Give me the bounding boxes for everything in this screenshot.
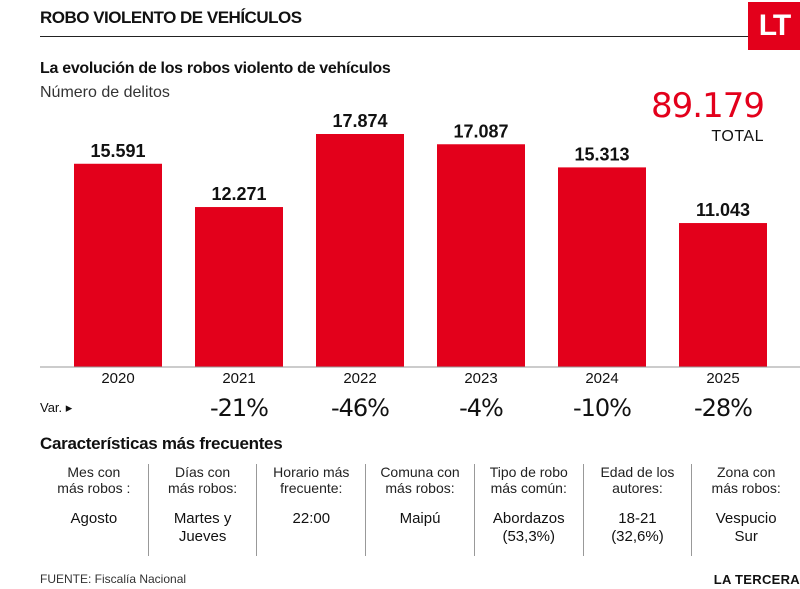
data-label-2025: 11.043 (696, 200, 750, 220)
stat-label: Horario más frecuente: (273, 464, 350, 496)
stat-item: Edad de los autores: 18-21 (32,6%) (582, 464, 692, 556)
x-tick-2022: 2022 (343, 370, 376, 387)
stat-value: 18-21 (32,6%) (611, 510, 664, 545)
variation-2021: -21% (210, 394, 268, 422)
stat-item: Mes con más robos : Agosto (40, 464, 148, 556)
stat-item: Horario más frecuente: 22:00 (256, 464, 365, 556)
bar-2020 (74, 163, 162, 367)
bar-chart: 15.591 2020 12.271 2021 -21% 17.874 2022 -46% 17… (40, 111, 800, 422)
total-value: 89.179 (651, 86, 765, 126)
variation-2024: -10% (573, 394, 631, 422)
x-tick-2024: 2024 (585, 370, 618, 387)
footer-brand: LA TERCERA (713, 572, 800, 587)
x-tick-2025: 2025 (706, 370, 739, 387)
stat-value: Abordazos (53,3%) (492, 510, 565, 545)
stat-value: 22:00 (292, 510, 331, 527)
chart-subtitle: La evolución de los robos violento de ve… (40, 60, 391, 77)
footer-source: FUENTE: Fiscalía Nacional (40, 572, 187, 586)
data-label-2022: 17.874 (332, 111, 387, 131)
stat-value: Vespucio Sur (715, 510, 777, 545)
x-tick-2020: 2020 (101, 370, 134, 387)
stat-label: Tipo de robo más común: (489, 464, 568, 496)
characteristics-title: Características más frecuentes (40, 434, 283, 453)
stat-item: Comuna con más robos: Maipú (365, 464, 474, 556)
variation-2025: -28% (694, 394, 752, 422)
stat-label: Mes con más robos : (57, 464, 131, 496)
data-label-2021: 12.271 (211, 184, 266, 204)
header-divider (40, 36, 752, 37)
header-title: ROBO VIOLENTO DE VEHÍCULOS (40, 8, 302, 27)
x-tick-2021: 2021 (222, 370, 255, 387)
stat-label: Edad de los autores: (600, 464, 675, 496)
bar-2022 (316, 134, 404, 367)
stat-item: Tipo de robo más común: Abordazos (53,3%) (473, 464, 583, 556)
stat-value: Agosto (70, 510, 118, 527)
variation-2023: -4% (459, 394, 503, 422)
la-tercera-logo: LT (748, 2, 800, 50)
bar-2023 (437, 144, 525, 367)
stat-item: Días con más robos: Martes y Jueves (147, 464, 257, 556)
stat-label: Comuna con más robos: (380, 464, 460, 496)
stat-value: Martes y Jueves (173, 510, 232, 545)
stat-item: Zona con más robos: Vespucio Sur (691, 464, 800, 556)
bar-2024 (558, 167, 646, 367)
stat-value: Maipú (399, 510, 441, 527)
data-label-2023: 17.087 (453, 121, 508, 141)
stat-label: Zona con más robos: (711, 464, 781, 496)
variation-2022: -46% (331, 394, 389, 422)
total-label: TOTAL (711, 128, 764, 145)
x-tick-2023: 2023 (464, 370, 497, 387)
unit-label: Número de delitos (40, 84, 170, 101)
variation-label: Var. ▸ (40, 400, 73, 415)
stat-label: Días con más robos: (167, 464, 238, 496)
characteristics-panel: Mes con más robos : Agosto Días con más ro… (40, 464, 800, 556)
data-label-2024: 15.313 (574, 144, 629, 164)
bar-2025 (679, 223, 767, 367)
data-label-2020: 15.591 (90, 141, 145, 161)
bar-2021 (195, 207, 283, 367)
